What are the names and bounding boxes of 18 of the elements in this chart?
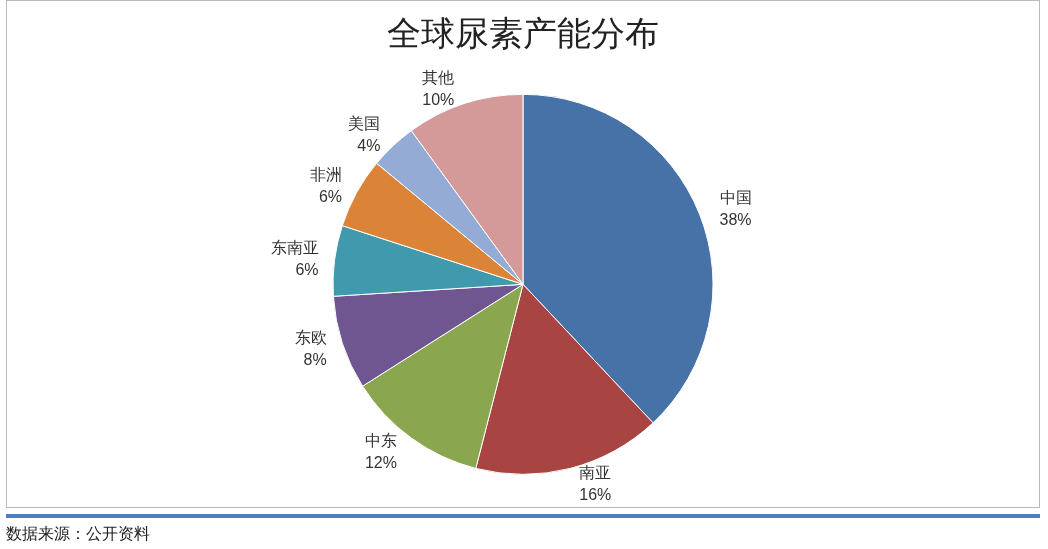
data-label: 10% <box>422 90 455 108</box>
data-label: 6% <box>295 261 319 279</box>
slice-label: 东欧 <box>294 328 327 346</box>
source-note: 数据来源：公开资料 <box>6 514 1040 545</box>
chart-title: 全球尿素产能分布 <box>387 13 659 53</box>
data-label: 12% <box>364 453 397 471</box>
slice-label: 南亚 <box>579 464 612 482</box>
data-label: 16% <box>579 486 612 504</box>
slice-label: 美国 <box>348 114 381 132</box>
data-label: 6% <box>318 187 343 205</box>
slice-label: 非洲 <box>310 165 343 183</box>
slice-label: 中东 <box>364 431 397 449</box>
data-label: 8% <box>303 350 327 368</box>
slice-label: 中国 <box>719 189 752 207</box>
slice-label: 其他 <box>422 68 455 86</box>
data-label: 38% <box>719 211 752 229</box>
data-label: 4% <box>357 136 381 154</box>
slice-label: 东南亚 <box>270 239 319 257</box>
